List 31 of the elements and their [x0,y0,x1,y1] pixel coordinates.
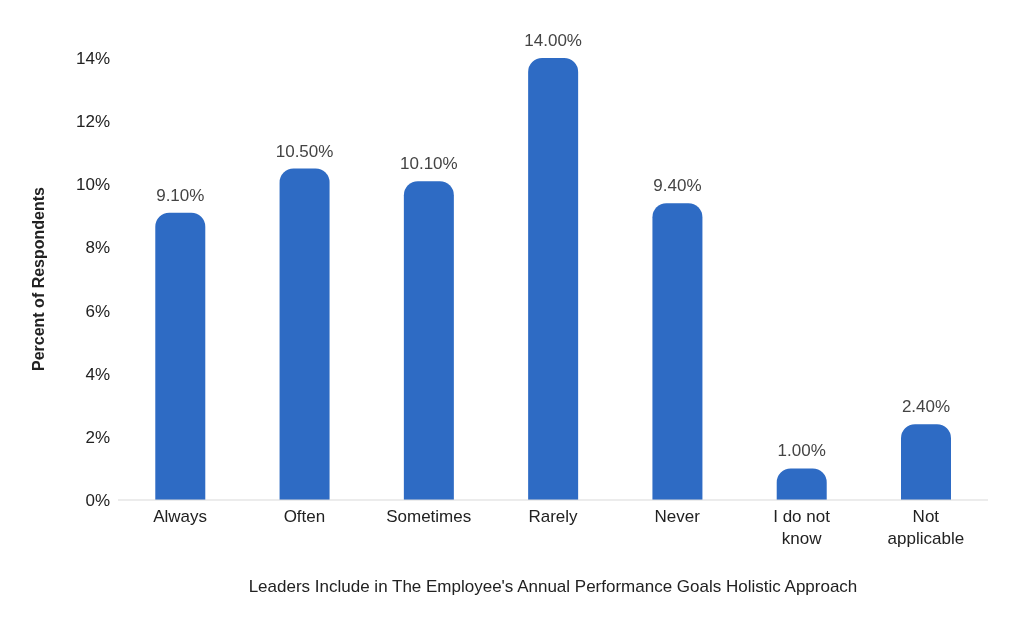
y-tick-label: 12% [75,112,110,132]
y-axis-title: Percent of Respondents [29,186,47,372]
bar [528,58,579,500]
data-label: 10.10% [400,154,458,174]
data-label: 10.50% [275,141,334,161]
x-tick-label: Never [654,507,701,526]
data-label: 9.10% [156,185,205,205]
y-tick-label: 4% [85,364,110,384]
y-tick-label: 10% [75,175,110,195]
y-tick-label: 6% [85,301,110,321]
y-tick-label: 2% [85,427,110,447]
bar [652,203,703,500]
data-label: 14.00% [524,31,582,50]
y-tick-label: 14% [75,49,110,69]
x-tick-label: I do not know [773,507,831,548]
x-tick-label: Not applicable [887,507,965,548]
bar [279,168,330,500]
x-tick-label: Rarely [528,507,579,526]
data-label: 9.40% [653,176,702,196]
bar [155,212,206,500]
x-tick-label: Always [153,507,208,526]
x-tick-label: Often [283,507,326,526]
data-label: 1.00% [777,441,826,461]
y-tick-label: 0% [85,491,110,511]
y-tick-label: 8% [85,238,110,258]
bar [403,181,454,500]
bar [776,468,827,500]
data-label: 2.40% [901,397,951,417]
x-axis-title: Leaders Include in The Employee's Annual Performance Goals Holistic Approach [248,577,858,596]
x-tick-label: Sometimes [386,507,472,526]
bar [901,424,951,500]
